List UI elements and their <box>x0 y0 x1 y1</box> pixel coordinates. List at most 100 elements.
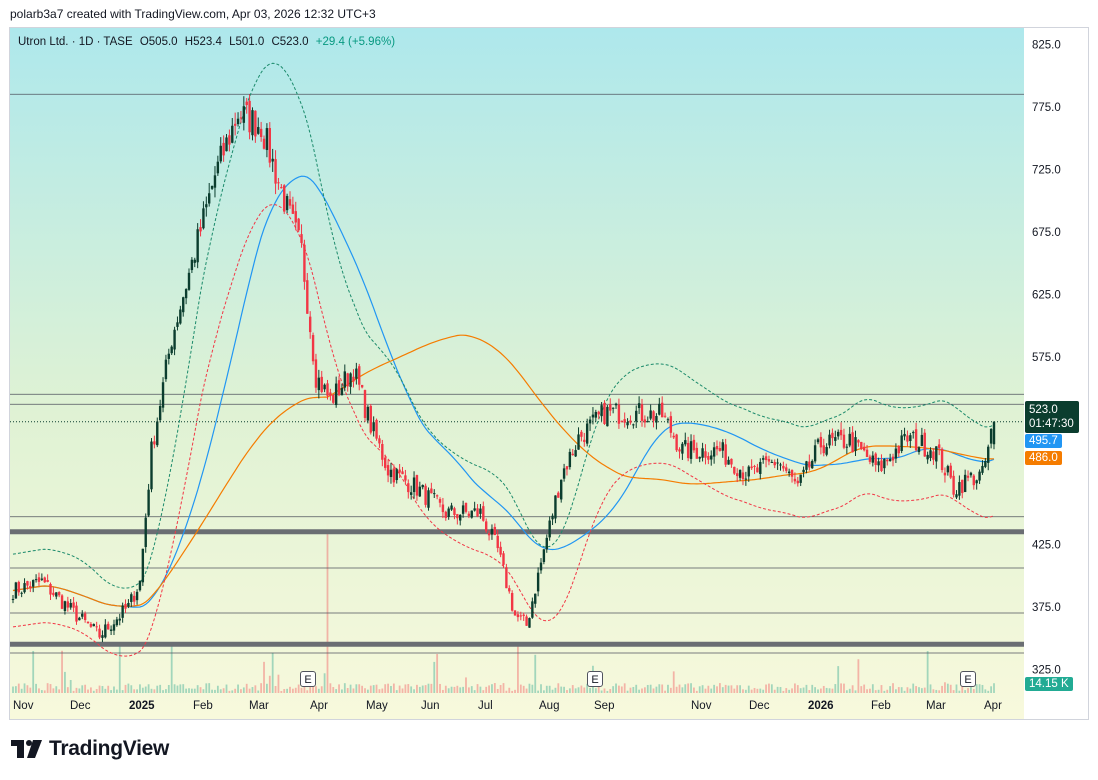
volume-bar <box>153 689 156 693</box>
volume-bar <box>395 690 398 693</box>
candle <box>989 428 993 444</box>
volume-bar <box>133 689 136 693</box>
candle <box>164 359 168 380</box>
ma-orange-tag: 486.0 <box>1025 451 1062 465</box>
volume-bar <box>72 690 75 693</box>
candle <box>496 535 499 549</box>
candle <box>585 423 589 444</box>
volume-bar <box>701 685 704 693</box>
candle <box>963 474 967 493</box>
time-axis-label: Jun <box>421 700 440 712</box>
volume-bar <box>589 687 591 693</box>
volume-bar <box>929 684 932 693</box>
candle <box>360 384 364 388</box>
volume-bar <box>266 683 268 693</box>
volume-bar <box>970 686 972 693</box>
volume-bar <box>733 688 736 693</box>
chart-frame[interactable]: 825.0 775.0 725.0 675.0 625.0 575.0 425.0 375.0… <box>9 27 1089 720</box>
volume-bar <box>410 686 413 693</box>
volume-bar <box>101 686 104 693</box>
volume-bar <box>496 688 499 693</box>
candle <box>565 466 569 470</box>
candle <box>453 508 456 516</box>
candle <box>831 432 834 439</box>
volume-tag: 14.15 K <box>1025 677 1073 691</box>
volume-bar <box>364 688 366 693</box>
candle <box>490 528 494 535</box>
volume-bar <box>545 685 548 693</box>
volume-bar <box>791 688 793 693</box>
volume-bar <box>372 685 375 693</box>
volume-bar <box>967 688 969 693</box>
candle <box>156 421 159 446</box>
candle <box>912 432 915 434</box>
candle <box>802 469 805 473</box>
earnings-marker[interactable]: E <box>960 671 976 687</box>
candle <box>337 380 341 396</box>
volume-bar <box>695 690 698 693</box>
volume-bar <box>263 661 265 693</box>
candle <box>239 117 243 119</box>
candle <box>877 461 880 466</box>
candle <box>715 445 719 450</box>
candle <box>418 486 422 497</box>
volume-bar <box>770 684 773 693</box>
volume-bar <box>260 683 263 693</box>
volume-bar <box>341 689 343 693</box>
volume-bar <box>871 684 874 693</box>
volume-bar <box>874 690 877 693</box>
volume-bar <box>81 685 84 693</box>
volume-bar <box>61 650 63 693</box>
volume-bar <box>488 685 490 693</box>
volume-bar <box>794 683 796 693</box>
volume-bar <box>900 687 903 693</box>
candle <box>127 602 130 607</box>
volume-bar <box>35 683 37 693</box>
candle <box>972 475 976 486</box>
volume-bar <box>958 690 961 693</box>
volume-bar <box>196 685 199 693</box>
candle <box>522 614 525 616</box>
candle <box>741 472 745 480</box>
volume-bar <box>574 688 577 693</box>
candle <box>574 450 577 457</box>
candle <box>346 373 349 387</box>
tradingview-logo[interactable]: TradingView <box>11 737 169 761</box>
candle <box>632 424 635 426</box>
volume-bar <box>199 687 202 693</box>
volume-bar <box>932 689 935 693</box>
volume-bar <box>225 684 228 693</box>
symbol-legend[interactable]: Utron Ltd. · 1D · TASE O505.0 H523.4 L50… <box>18 36 399 48</box>
candle <box>271 158 274 162</box>
volume-bar <box>257 690 260 693</box>
candle <box>277 182 280 184</box>
volume-bar <box>286 688 289 693</box>
volume-bar <box>505 690 508 693</box>
candlestick-chart[interactable]: 825.0 775.0 725.0 675.0 625.0 575.0 425.0 375.0… <box>10 28 1088 719</box>
volume-bar <box>32 650 35 693</box>
candle <box>597 411 600 415</box>
earnings-marker[interactable]: E <box>300 671 316 687</box>
bar-countdown: 01:47:30 <box>1029 418 1074 430</box>
ma-blue-line <box>12 175 995 608</box>
earnings-marker[interactable]: E <box>587 671 603 687</box>
candle <box>787 471 791 474</box>
candle <box>104 624 107 638</box>
volume-bar <box>972 689 975 693</box>
candle <box>773 461 776 466</box>
time-axis-label: Apr <box>310 700 328 712</box>
candle <box>562 468 566 479</box>
volume-bar <box>291 688 294 693</box>
volume-bar <box>638 689 641 693</box>
volume-bar <box>825 687 828 693</box>
volume-bar <box>669 687 672 693</box>
volume-bar <box>493 683 496 693</box>
candle <box>987 446 990 463</box>
candle <box>268 128 271 163</box>
volume-bar <box>75 687 78 693</box>
candle <box>975 480 978 484</box>
volume-bar <box>672 671 675 693</box>
legend-symbol: Utron Ltd. · 1D · TASE <box>18 36 133 48</box>
volume-bar <box>234 688 237 693</box>
candle <box>554 495 557 519</box>
